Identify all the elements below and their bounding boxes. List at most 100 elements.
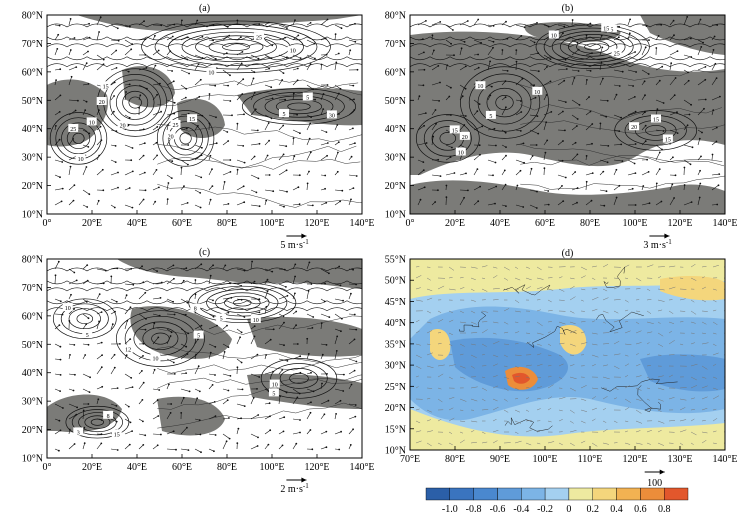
wind-vector-head <box>310 116 312 118</box>
flux-vector <box>459 420 466 422</box>
wind-vector-head <box>516 184 519 187</box>
flux-vector <box>547 354 552 357</box>
wind-vector-head <box>240 62 243 65</box>
wind-vector <box>306 412 311 420</box>
wind-vector-head <box>104 269 107 272</box>
flux-vector <box>437 332 442 334</box>
wind-vector-head <box>450 86 452 89</box>
flux-vector <box>525 429 533 433</box>
streamline <box>559 33 626 60</box>
wind-vector-head <box>523 26 526 29</box>
wind-vector <box>417 112 426 116</box>
wind-vector-head <box>543 167 546 170</box>
wind-vector-head <box>186 353 189 355</box>
wind-vector-head <box>353 338 356 341</box>
contour-label-bg <box>193 330 204 339</box>
wind-vector <box>54 261 60 270</box>
flux-vector <box>690 263 696 268</box>
wind-vector <box>110 418 117 422</box>
flux-vector <box>690 385 698 389</box>
wind-vector <box>82 410 84 420</box>
wind-vector-head <box>58 324 61 326</box>
wind-vector-head <box>537 70 540 73</box>
flux-vector <box>679 387 687 389</box>
streamline <box>47 307 362 312</box>
wind-vector-head <box>294 275 296 278</box>
wind-vector-head <box>336 335 339 338</box>
wind-vector-head <box>173 101 176 104</box>
wind-vector-head <box>618 184 621 187</box>
wind-vector-head <box>618 85 621 87</box>
wind-vector <box>250 445 258 450</box>
wind-vector-head <box>69 49 72 51</box>
flux-vector <box>624 264 630 268</box>
wind-vector <box>250 109 257 116</box>
y-tick-label: 15°N <box>385 424 406 435</box>
wind-vector-head <box>355 360 358 363</box>
wind-vector-head <box>492 25 495 27</box>
wind-vector <box>236 403 245 407</box>
streamline <box>423 120 472 157</box>
wind-vector <box>306 39 315 44</box>
wind-vector-head <box>180 166 183 169</box>
wind-vector-head <box>326 18 329 21</box>
wind-vector-head <box>309 429 312 431</box>
flux-vector <box>437 310 442 313</box>
wind-vector-head <box>240 361 243 364</box>
wind-vector-head <box>226 131 229 133</box>
wind-vector-head <box>324 37 327 40</box>
wind-vector-head <box>283 416 286 419</box>
wind-vector-head <box>328 316 331 318</box>
flux-vector <box>613 340 620 345</box>
wind-vector <box>278 170 287 176</box>
wind-vector <box>208 275 211 285</box>
wind-vector <box>655 129 664 132</box>
flux-vector <box>481 354 485 356</box>
wind-vector-head <box>145 318 147 320</box>
wind-vector <box>194 189 201 194</box>
wind-vector <box>96 139 102 146</box>
flux-vector <box>569 420 574 424</box>
wind-vector-head <box>242 185 245 188</box>
wind-vector-head <box>716 203 719 206</box>
wind-vector-head <box>196 397 199 400</box>
wind-vector-head <box>422 84 425 87</box>
wind-vector-head <box>257 177 260 180</box>
wind-vector-head <box>86 206 89 208</box>
flux-vector <box>415 275 422 279</box>
flux-vector <box>580 331 585 334</box>
streamline <box>115 85 155 120</box>
wind-vector <box>208 433 216 436</box>
wind-vector-head <box>279 395 281 397</box>
wind-vector-head <box>241 51 244 53</box>
wind-vector <box>697 39 704 43</box>
wind-vector-head <box>175 448 177 451</box>
streamline <box>47 63 362 68</box>
streamline <box>162 115 209 162</box>
wind-vector <box>711 141 717 146</box>
wind-vector <box>96 54 104 60</box>
wind-vector-head <box>197 63 200 65</box>
wind-vector <box>348 328 357 330</box>
contour-label-bg <box>459 131 470 140</box>
wind-vector <box>613 185 620 191</box>
streamline <box>47 287 362 292</box>
wind-vector <box>348 403 356 406</box>
wind-vector-head <box>297 186 300 189</box>
wind-vector-head <box>212 299 214 302</box>
wind-vector <box>334 400 341 405</box>
flux-vector <box>646 398 650 401</box>
flux-vector <box>481 441 488 444</box>
coastline <box>520 120 725 134</box>
flux-vector <box>415 440 422 444</box>
wind-vector-head <box>634 204 637 206</box>
wind-vector <box>669 111 678 116</box>
flux-vector <box>547 396 552 400</box>
wind-vector-head <box>88 22 90 25</box>
wind-vector-head <box>132 283 135 286</box>
wind-vector-head <box>477 66 480 69</box>
wind-vector-head <box>169 50 172 53</box>
wind-vector <box>124 418 131 423</box>
streamline <box>66 127 91 150</box>
wind-vector-head <box>466 20 469 22</box>
